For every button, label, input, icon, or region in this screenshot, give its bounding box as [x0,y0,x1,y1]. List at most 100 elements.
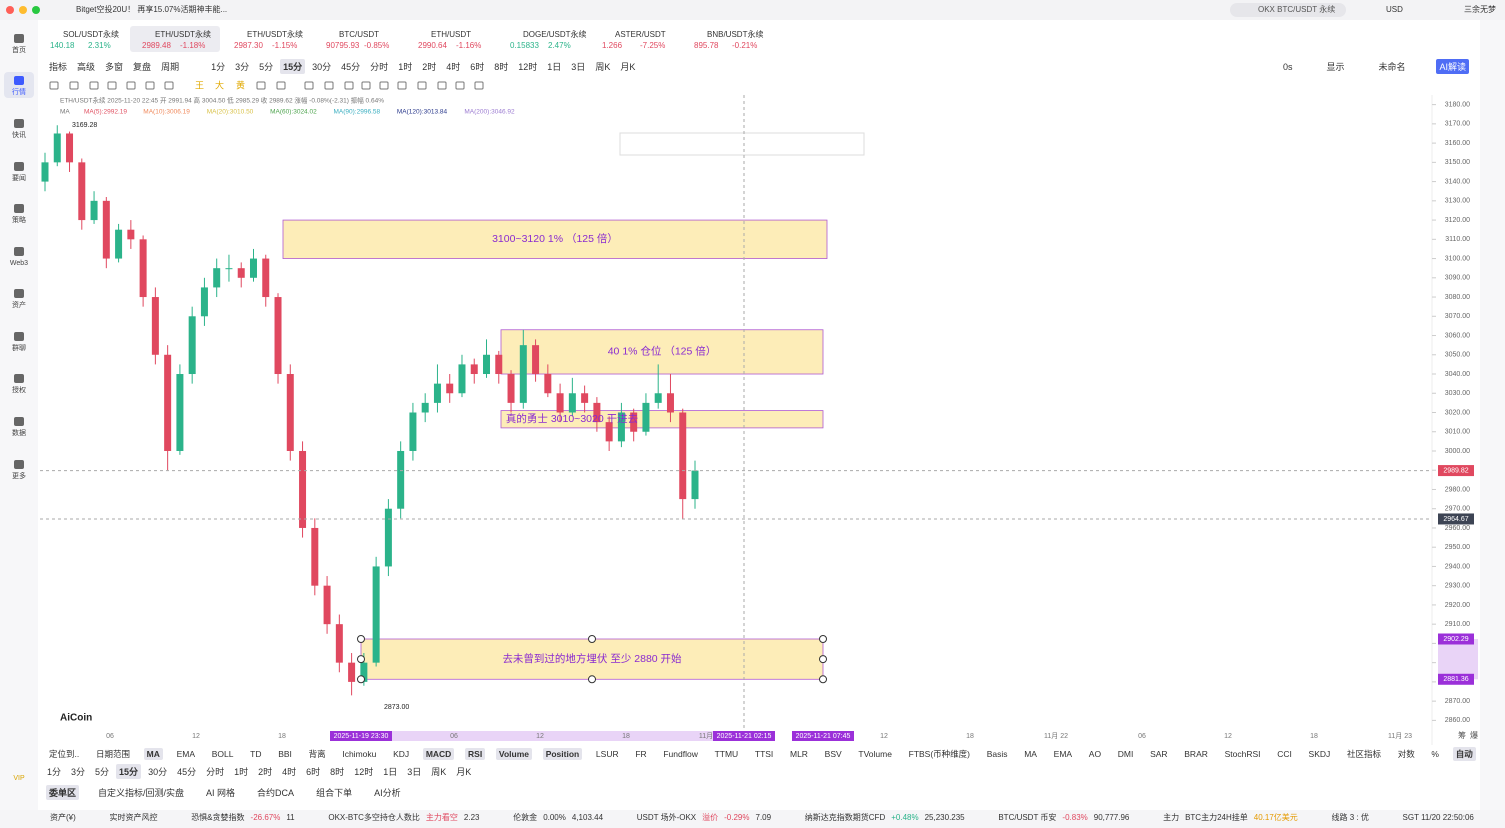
toolbar-item[interactable]: 复盘 [133,62,152,72]
tab-change[interactable]: -1.16% [456,41,481,50]
interval[interactable]: 月K [620,62,636,72]
status-item[interactable]: 4,103.44 [571,813,604,822]
period[interactable]: 4时 [282,767,297,777]
toolbar[interactable]: 指标 高级 多窗 复盘 周期 1分 3分 5分 15分 30分 45分 分时 1时 2时 4时 6时 8时 12时… [46,59,638,74]
zone[interactable] [500,410,824,429]
status-item[interactable]: 实时资产风控 [109,813,158,822]
toolbar-right-item[interactable]: AI解读 [1436,59,1469,74]
tool-icon[interactable] [49,81,59,90]
tab-price[interactable]: 2990.64 [418,41,447,50]
indicator[interactable]: TVolume [858,749,892,759]
sidebar-label[interactable]: 首页 [12,45,26,54]
toolbar-right-item[interactable]: 显示 [1326,62,1345,72]
interval[interactable]: 3日 [571,62,586,72]
status-item[interactable]: 伦敦金 [513,813,538,822]
status-item[interactable]: 恐惧&贪婪指数 [191,813,245,822]
interval[interactable]: 30分 [312,62,332,72]
zone-handle[interactable] [357,655,365,664]
status-item[interactable]: -0.29% [724,813,750,822]
indicator[interactable]: Position [542,748,583,760]
panel-tab[interactable]: 委单区 [46,785,80,800]
tool-icon[interactable] [164,81,174,90]
status-item[interactable]: +0.48% [891,813,919,822]
period[interactable]: 8时 [330,767,345,777]
indicator[interactable]: KDJ [393,749,410,759]
tool-icon[interactable] [304,81,314,90]
interval[interactable]: 5分 [259,62,274,72]
tab-name[interactable]: ETH/USDT [431,30,471,39]
status-item[interactable]: OKX-BTC多空持仓人数比 [328,813,420,822]
indicator[interactable]: EMA [1053,749,1073,759]
tool-icon[interactable] [276,81,286,90]
period[interactable]: 周K [431,767,447,777]
tab-change[interactable]: -0.21% [732,41,757,50]
panel-tabs[interactable]: 委单区 自定义指标/回测/实盘 AI 网格 合约DCA 组合下单 AI分析 [46,785,404,800]
indicator[interactable]: 背离 [308,749,326,759]
indicator-bar[interactable]: 定位到.. 日期范围 MA EMA BOLL TD BBI 背离 Ichimoku KDJ MACD… [46,747,1476,761]
period[interactable]: 15分 [116,764,142,779]
period[interactable]: 月K [456,767,472,777]
period[interactable]: 3分 [71,767,86,777]
indicator[interactable]: BBI [278,749,292,759]
period[interactable]: 1日 [383,767,398,777]
period[interactable]: 分时 [206,767,225,777]
interval[interactable]: 8时 [494,62,509,72]
tool-icon[interactable] [107,81,117,90]
tab-price[interactable]: 90795.93 [326,41,360,50]
indicator[interactable]: MA [143,748,163,760]
sidebar-label[interactable]: Web3 [10,260,28,267]
panel-tab[interactable]: AI分析 [374,788,401,798]
indicator[interactable]: Volume [495,748,532,760]
sidebar-label[interactable]: 群聊 [12,343,26,352]
status-item[interactable]: 0.00% [543,813,566,822]
tab-price[interactable]: 0.15833 [510,41,539,50]
draw-toolbar[interactable] [619,132,865,156]
period[interactable]: 3日 [407,767,422,777]
tab-change[interactable]: 2.47% [548,41,571,50]
period[interactable]: 5分 [95,767,110,777]
tool-icon[interactable] [126,81,136,90]
tab-name[interactable]: ETH/USDT永续 [155,29,211,39]
status-item[interactable]: 90,777.96 [1093,813,1130,822]
tab-name[interactable]: DOGE/USDT永续 [523,29,587,39]
status-item[interactable]: BTC/USDT 币安 [998,813,1057,822]
indicator[interactable]: DMI [1117,749,1134,759]
tool-icon[interactable] [397,81,407,90]
status-item[interactable]: 主力看空 [425,813,458,822]
status-item[interactable]: 纳斯达克指数期货CFD [804,813,886,822]
toolbar-item[interactable]: 周期 [161,62,180,72]
interval[interactable]: 周K [595,62,611,72]
notice[interactable]: Bitget空投20U！ 再享15.07%活期神丰能... [76,4,227,14]
currency[interactable]: USD [1386,5,1403,14]
indicator[interactable]: 定位到.. [49,749,80,759]
interval[interactable]: 15分 [280,59,306,74]
zone-handle[interactable] [588,675,596,684]
interval[interactable]: 1分 [211,62,226,72]
tab-price[interactable]: 1.266 [602,41,623,50]
status-item[interactable]: 主力 [1163,813,1180,822]
axis-corner[interactable]: 爆 [1470,730,1478,740]
interval[interactable]: 12时 [518,62,538,72]
tab-change[interactable]: -1.15% [272,41,297,50]
indicator[interactable]: BSV [824,749,842,759]
interval[interactable]: 3分 [235,62,250,72]
zone-handle[interactable] [357,635,365,644]
tab-name[interactable]: BTC/USDT [339,30,379,39]
tool-label[interactable]: 王 [195,80,204,90]
sidebar-label[interactable]: 授权 [12,385,26,394]
status-item[interactable]: -26.67% [250,813,281,822]
window-min[interactable] [19,6,27,14]
toolbar-item[interactable]: 高级 [77,62,96,72]
indicator[interactable]: BRAR [1184,749,1208,759]
indicator[interactable]: Ichimoku [342,749,377,759]
tool-icon[interactable] [145,81,155,90]
tool-icon[interactable] [324,81,334,90]
status-item[interactable]: USDT 场外-OKX [636,813,697,822]
period-bar[interactable]: 1分 3分 5分 15分 30分 45分 分时 1时 2时 4时 6时 8时 12时 1日 3日 周K 月K [44,764,474,779]
tool-label[interactable]: 黄 [236,79,245,90]
toolbar-right-item[interactable]: 0s [1282,61,1293,72]
tool-icon[interactable] [474,81,484,90]
zone-handle[interactable] [357,675,365,684]
window-max[interactable] [32,6,40,14]
tool-label[interactable]: 大 [215,79,224,90]
